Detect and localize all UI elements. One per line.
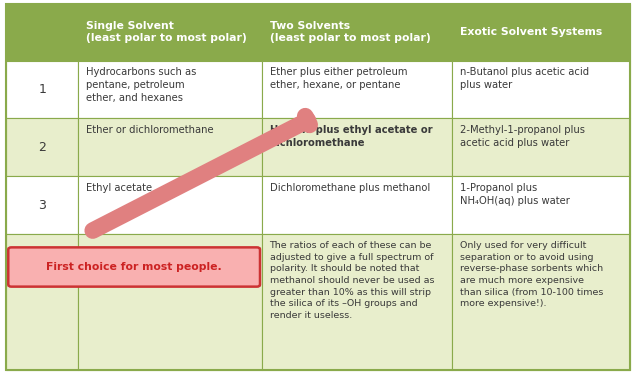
Bar <box>6 4 78 61</box>
Bar <box>78 61 262 119</box>
Bar <box>78 4 262 61</box>
Text: Exotic Solvent Systems: Exotic Solvent Systems <box>460 27 602 37</box>
Text: Hydrocarbons such as
pentane, petroleum
ether, and hexanes: Hydrocarbons such as pentane, petroleum … <box>86 67 196 103</box>
Text: 2: 2 <box>38 141 46 154</box>
FancyBboxPatch shape <box>8 247 260 286</box>
Bar <box>262 234 452 370</box>
Bar <box>6 234 78 370</box>
Bar <box>78 234 262 370</box>
Text: Only used for very difficult
separation or to avoid using
reverse-phase sorbents: Only used for very difficult separation … <box>460 241 603 308</box>
Bar <box>6 177 78 234</box>
Bar <box>452 177 630 234</box>
Bar <box>78 119 262 177</box>
Bar <box>78 177 262 234</box>
Text: Ether plus either petroleum
ether, hexane, or pentane: Ether plus either petroleum ether, hexan… <box>270 67 407 90</box>
Text: Ether or dichloromethane: Ether or dichloromethane <box>86 125 213 135</box>
Bar <box>6 61 78 119</box>
Bar <box>452 4 630 61</box>
Text: n-Butanol plus acetic acid
plus water: n-Butanol plus acetic acid plus water <box>460 67 589 90</box>
Bar <box>262 177 452 234</box>
Bar <box>262 119 452 177</box>
Text: 3: 3 <box>38 199 46 212</box>
Bar <box>452 119 630 177</box>
Text: Single Solvent
(least polar to most polar): Single Solvent (least polar to most pola… <box>86 21 246 43</box>
Text: Hexane plus ethyl acetate or
dichloromethane: Hexane plus ethyl acetate or dichloromet… <box>270 125 432 148</box>
Bar <box>452 61 630 119</box>
Text: 1-Propanol plus
NH₄OH(aq) plus water: 1-Propanol plus NH₄OH(aq) plus water <box>460 183 569 206</box>
Text: Two Solvents
(least polar to most polar): Two Solvents (least polar to most polar) <box>270 21 431 43</box>
Text: First choice for most people.: First choice for most people. <box>46 262 222 272</box>
Text: The ratios of each of these can be
adjusted to give a full spectrum of
polarity.: The ratios of each of these can be adjus… <box>270 241 434 320</box>
Text: 2-Methyl-1-propanol plus
acetic acid plus water: 2-Methyl-1-propanol plus acetic acid plu… <box>460 125 584 148</box>
Bar <box>262 61 452 119</box>
Bar <box>452 234 630 370</box>
Text: Dichloromethane plus methanol: Dichloromethane plus methanol <box>270 183 430 193</box>
Text: 1: 1 <box>38 83 46 96</box>
Bar <box>6 119 78 177</box>
Text: Ethyl acetate: Ethyl acetate <box>86 183 152 193</box>
Bar <box>262 4 452 61</box>
